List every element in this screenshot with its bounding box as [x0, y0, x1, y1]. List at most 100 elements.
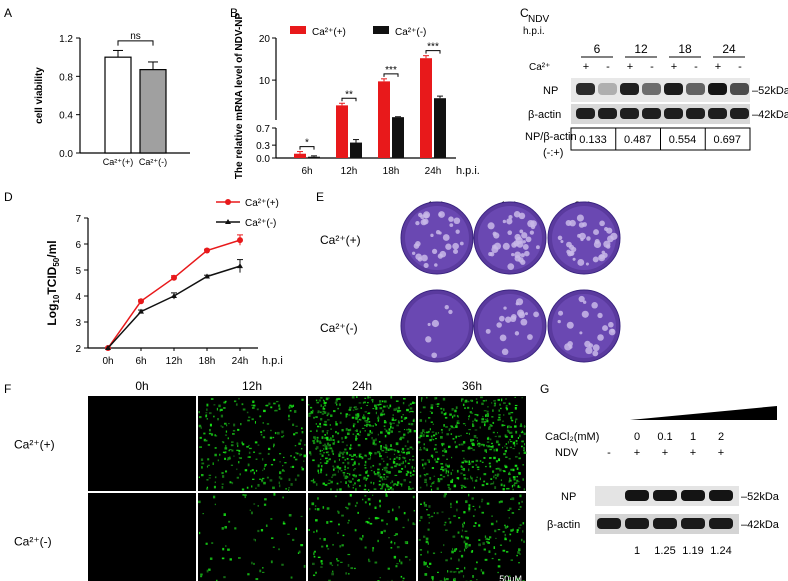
fluorescence-spot	[523, 488, 525, 491]
fluorescence-spot	[392, 484, 395, 487]
data-point	[105, 345, 111, 350]
fluorescence-spot	[207, 458, 210, 461]
fluorescence-spot	[521, 440, 524, 443]
fluorescence-spot	[519, 494, 522, 498]
fluorescence-spot	[321, 450, 323, 452]
fluorescence-spot	[467, 447, 471, 450]
fluorescence-spot	[480, 569, 482, 572]
fluorescence-spot	[394, 465, 397, 468]
fluorescence-spot	[301, 398, 304, 401]
fluorescence-spot	[510, 529, 513, 532]
fluorescence-spot	[465, 399, 468, 402]
fluorescence-spot	[462, 485, 465, 488]
fluorescence-spot	[455, 425, 458, 428]
fluorescence-spot	[484, 421, 487, 423]
fluorescence-spot	[351, 396, 355, 399]
fluorescence-spot	[221, 426, 224, 428]
fluorescence-spot	[206, 465, 209, 468]
fluorescence-spot	[206, 487, 209, 490]
fluorescence-spot	[448, 429, 451, 432]
fluorescence-spot	[510, 559, 514, 561]
fluorescence-spot	[334, 495, 337, 498]
fluorescence-spot	[337, 511, 340, 514]
fluorescence-spot	[292, 404, 295, 407]
fluorescence-spot	[410, 402, 412, 404]
fluorescence-spot	[497, 443, 501, 446]
np-band	[730, 83, 749, 95]
fluorescence-spot	[345, 506, 348, 508]
significance-label: ***	[427, 42, 439, 53]
fluorescence-spot	[509, 441, 513, 443]
fluorescence-spot	[227, 548, 230, 551]
fluorescence-spot	[237, 461, 240, 464]
fluorescence-spot	[396, 409, 400, 413]
plaque-spot	[431, 352, 438, 359]
fluorescence-spot	[507, 430, 510, 433]
time-label: 36h	[462, 379, 482, 393]
np-band	[664, 83, 683, 95]
fluorescence-spot	[351, 416, 355, 419]
fluorescence-spot	[359, 430, 361, 434]
fluorescence-spot	[424, 504, 427, 507]
fluorescence-spot	[516, 479, 519, 482]
fluorescence-spot	[485, 413, 489, 416]
fluorescence-spot	[348, 414, 351, 416]
fluorescence-spot	[400, 561, 403, 565]
fluorescence-spot	[257, 444, 260, 446]
y-axis-label: cell viability	[34, 67, 45, 124]
fluorescence-spot	[330, 480, 333, 484]
fluorescence-spot	[468, 507, 471, 510]
fluorescence-spot	[288, 406, 291, 409]
y-tick-label: 5	[75, 266, 81, 277]
fluorescence-spot	[482, 416, 484, 418]
fluorescence-spot	[523, 432, 526, 435]
fluorescence-spot	[229, 558, 232, 561]
fluorescence-spot	[468, 417, 470, 421]
fluorescence-spot	[222, 547, 225, 551]
fluorescence-spot	[485, 482, 489, 485]
fluorescence-spot	[427, 514, 430, 516]
fluorescence-spot	[322, 444, 324, 447]
fluorescence-spot	[319, 422, 322, 425]
plaque-spot	[438, 212, 442, 217]
plaque-spot	[453, 217, 461, 225]
fluorescence-spot	[316, 429, 318, 433]
plaque-spot	[516, 298, 524, 306]
fluorescence-spot	[335, 430, 337, 434]
fluorescence-spot	[457, 415, 459, 418]
fluorescence-spot	[319, 537, 321, 540]
plaque-spot	[578, 295, 585, 303]
fluorescence-spot	[424, 474, 427, 477]
fluorescence-spot	[255, 578, 259, 581]
fluorescence-spot	[462, 441, 466, 444]
fluorescence-spot	[200, 575, 203, 578]
fluorescence-spot	[220, 408, 223, 412]
fluorescence-spot	[443, 577, 446, 579]
fluorescence-spot	[461, 461, 465, 464]
fluorescence-spot	[448, 517, 451, 520]
fluorescence-spot	[233, 423, 236, 427]
fluorescence-spot	[454, 441, 456, 444]
fluorescence-spot	[387, 431, 391, 435]
fluorescence-spot	[314, 437, 316, 440]
fluorescence-spot	[322, 399, 324, 402]
fluorescence-spot	[423, 446, 426, 450]
fluorescence-spot	[329, 438, 333, 441]
fluorescence-spot	[205, 439, 208, 442]
fluorescence-spot	[361, 427, 365, 429]
fluorescence-spot	[257, 484, 260, 487]
fluorescence-spot	[336, 558, 338, 560]
actin-band	[664, 108, 683, 119]
fluorescence-spot	[349, 407, 351, 410]
fluorescence-spot	[220, 425, 223, 427]
fluorescence-spot	[384, 488, 387, 492]
x-tick-label: 18h	[199, 356, 216, 367]
fluorescence-spot	[412, 455, 415, 457]
fluorescence-spot	[324, 443, 326, 447]
fluorescence-spot	[471, 443, 475, 447]
fluorescence-spot	[504, 524, 506, 527]
fluorescence-spot	[426, 509, 428, 511]
fluorescence-spot	[216, 579, 218, 581]
fluorescence-spot	[443, 524, 446, 526]
fluorescence-spot	[390, 540, 393, 544]
